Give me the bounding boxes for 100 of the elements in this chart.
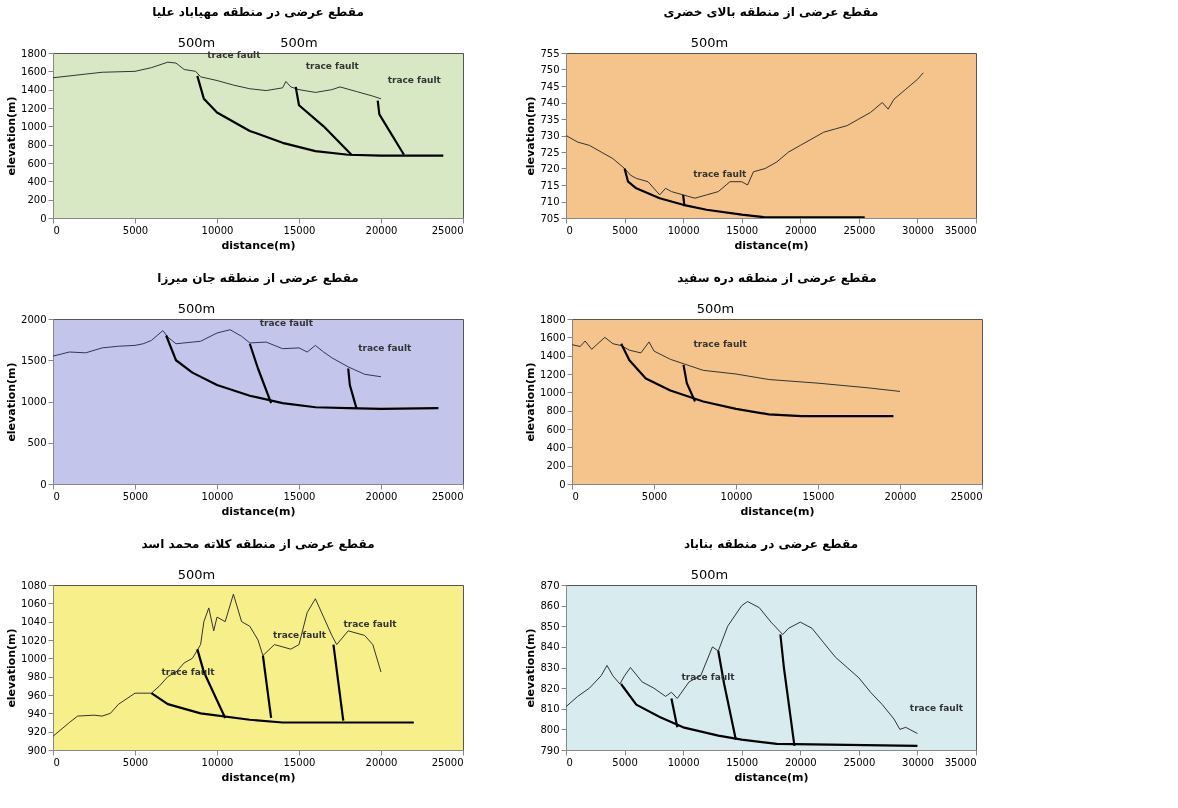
annotation: trace fault bbox=[343, 618, 398, 629]
x-tick-label: 0 bbox=[53, 490, 60, 502]
y-tick-label: 1000 bbox=[21, 652, 47, 664]
annotation: trace fault bbox=[693, 338, 748, 349]
y-tick-label: 730 bbox=[540, 130, 560, 141]
x-tick-label: 20000 bbox=[365, 756, 398, 768]
annotation: trace fault bbox=[259, 317, 314, 328]
y-tick-label: 900 bbox=[27, 744, 47, 756]
y-tick-label: 1080 bbox=[21, 579, 47, 591]
x-tick-label: 5000 bbox=[122, 490, 149, 502]
y-tick-label: 1200 bbox=[540, 368, 566, 380]
x-axis-title: distance(m) bbox=[740, 504, 815, 518]
y-tick-label: 1400 bbox=[21, 84, 47, 96]
x-axis-title: distance(m) bbox=[734, 238, 809, 252]
y-tick-label: 800 bbox=[546, 405, 566, 417]
x-tick-label: 30000 bbox=[902, 756, 934, 768]
y-tick-label: 715 bbox=[540, 179, 560, 191]
y-axis-title: elevation(m) bbox=[5, 362, 19, 442]
text: 500m bbox=[696, 301, 735, 316]
y-tick-label: 400 bbox=[27, 175, 47, 187]
annotation: trace fault bbox=[693, 168, 748, 179]
y-tick-label: 830 bbox=[540, 662, 560, 673]
x-tick-label: 15000 bbox=[283, 224, 316, 236]
y-tick-label: 840 bbox=[540, 641, 560, 653]
y-tick-label: 200 bbox=[27, 194, 47, 206]
y-tick-label: 755 bbox=[540, 47, 560, 59]
x-tick-label: 25000 bbox=[431, 756, 464, 768]
x-tick-label: 5000 bbox=[122, 224, 149, 236]
x-tick-label: 10000 bbox=[667, 756, 700, 768]
chart-title: مقطع عرضی از منطقه بالای خضری bbox=[663, 5, 879, 19]
x-tick-label: 35000 bbox=[944, 756, 977, 768]
annotation: trace fault bbox=[387, 74, 442, 85]
y-tick-label: 735 bbox=[540, 113, 560, 125]
y-tick-label: 720 bbox=[540, 163, 560, 174]
y-tick-label: 725 bbox=[540, 146, 560, 158]
y-tick-label: 1040 bbox=[21, 616, 47, 628]
y-tick-label: 710 bbox=[540, 196, 560, 207]
y-axis-title: elevation(m) bbox=[524, 628, 538, 708]
y-axis-title: elevation(m) bbox=[5, 628, 19, 708]
y-tick-label: 0 bbox=[559, 478, 566, 490]
y-tick-label: 600 bbox=[27, 157, 47, 169]
x-tick-label: 0 bbox=[572, 490, 579, 502]
annotation: trace fault bbox=[358, 342, 413, 353]
text: 500m bbox=[177, 567, 216, 582]
y-tick-label: 1000 bbox=[21, 120, 47, 132]
text: 500m bbox=[690, 35, 729, 50]
y-tick-label: 600 bbox=[546, 423, 566, 435]
y-tick-label: 800 bbox=[540, 723, 560, 735]
y-tick-label: 1060 bbox=[21, 597, 47, 609]
chart-title: مقطع عرضی از منطقه دره سفید bbox=[677, 271, 877, 285]
text: 500m bbox=[280, 35, 318, 50]
y-tick-label: 1800 bbox=[21, 47, 47, 59]
text: 500m bbox=[177, 301, 216, 316]
x-tick-label: 25000 bbox=[843, 756, 876, 768]
x-tick-label: 10000 bbox=[667, 224, 700, 236]
y-tick-label: 500 bbox=[27, 437, 47, 449]
y-tick-label: 2000 bbox=[21, 313, 47, 325]
y-tick-label: 200 bbox=[546, 460, 566, 472]
y-axis-title: elevation(m) bbox=[524, 96, 538, 176]
y-tick-label: 1000 bbox=[540, 386, 566, 398]
x-tick-label: 0 bbox=[53, 756, 60, 768]
x-tick-label: 0 bbox=[53, 224, 60, 236]
y-tick-label: 750 bbox=[540, 64, 560, 75]
x-tick-label: 10000 bbox=[201, 224, 234, 236]
y-tick-label: 940 bbox=[27, 707, 47, 719]
y-tick-label: 800 bbox=[27, 139, 47, 151]
y-tick-label: 1600 bbox=[21, 65, 47, 77]
x-tick-label: 20000 bbox=[365, 490, 398, 502]
y-tick-label: 1800 bbox=[540, 313, 566, 325]
y-tick-label: 790 bbox=[540, 744, 560, 756]
x-tick-label: 15000 bbox=[726, 224, 759, 236]
x-tick-label: 25000 bbox=[843, 224, 876, 236]
x-axis-title: distance(m) bbox=[221, 504, 296, 518]
text: 500m bbox=[177, 35, 216, 50]
y-tick-label: 1000 bbox=[21, 396, 47, 407]
y-tick-label: 1200 bbox=[21, 102, 47, 114]
chart-title: مقطع عرضی از منطقه کلاته محمد اسد bbox=[141, 537, 375, 551]
x-tick-label: 5000 bbox=[641, 490, 668, 502]
y-tick-label: 1500 bbox=[21, 354, 47, 366]
x-axis-title: distance(m) bbox=[221, 238, 296, 252]
annotation: trace fault bbox=[909, 703, 964, 714]
x-tick-label: 30000 bbox=[902, 224, 934, 236]
x-tick-label: 20000 bbox=[365, 224, 398, 236]
y-tick-label: 980 bbox=[27, 671, 47, 683]
x-tick-label: 15000 bbox=[726, 756, 759, 768]
y-tick-label: 810 bbox=[540, 703, 560, 715]
x-tick-label: 10000 bbox=[201, 490, 234, 502]
annotation: trace fault bbox=[272, 629, 327, 640]
chart-title: مقطع عرضی در منطقه مهیاباد علیا bbox=[152, 5, 364, 19]
y-tick-label: 740 bbox=[540, 97, 560, 108]
y-tick-label: 400 bbox=[546, 441, 566, 453]
x-tick-label: 15000 bbox=[283, 490, 316, 502]
x-tick-label: 20000 bbox=[784, 756, 817, 768]
y-tick-label: 0 bbox=[40, 478, 47, 490]
x-tick-label: 5000 bbox=[122, 756, 149, 768]
y-tick-label: 745 bbox=[540, 80, 560, 92]
y-tick-label: 1400 bbox=[540, 350, 566, 362]
x-tick-label: 10000 bbox=[201, 756, 234, 768]
x-tick-label: 5000 bbox=[612, 224, 638, 236]
y-tick-label: 860 bbox=[540, 600, 560, 612]
